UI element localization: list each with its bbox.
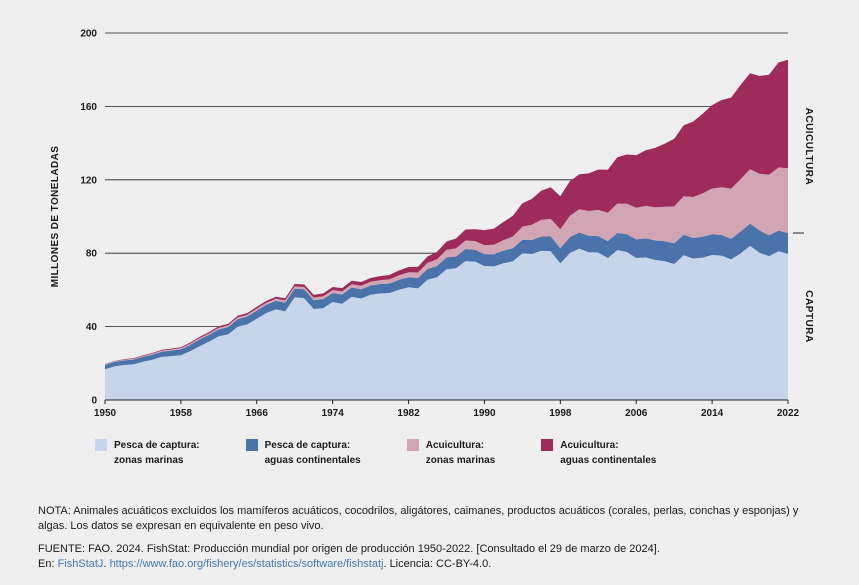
x-tick-label: 1958: [170, 408, 193, 419]
series-area-2: [105, 167, 788, 365]
x-tick-label: 1966: [246, 408, 269, 419]
legend-swatch-capture-inland: [245, 439, 258, 451]
x-tick-label: 2014: [701, 408, 724, 419]
fishstatj-link[interactable]: FishStatJ: [57, 558, 104, 571]
source-text: FUENTE: FAO. 2024. FishStat: Producción …: [38, 542, 660, 555]
legend-label: Pesca de captura:: [264, 440, 351, 451]
x-tick-label: 1998: [549, 408, 572, 419]
figure-notes: NOTA: Animales acuáticos excluidos los m…: [38, 504, 817, 573]
legend-item-aquaculture-marine: Acuicultura: zonas marinas: [406, 438, 496, 468]
legend-swatch-aquaculture-inland: [541, 439, 554, 451]
chart-legend: Pesca de captura: zonas marinas Pesca de…: [95, 438, 859, 468]
right-label-capture: CAPTURA: [803, 290, 814, 342]
series-area-0: [105, 245, 788, 400]
link-separator: .: [103, 558, 110, 571]
x-tick-label: 1990: [473, 408, 496, 419]
y-tick-label: 200: [80, 29, 97, 40]
note-text: NOTA: Animales acuáticos excluidos los m…: [38, 505, 799, 533]
link-prefix: En:: [38, 558, 58, 571]
series-area-1: [105, 223, 788, 370]
y-tick-label: 160: [80, 102, 97, 113]
y-tick-label: 0: [91, 396, 97, 407]
legend-label: zonas marinas: [425, 455, 496, 466]
license-text: . Licencia: CC-BY-4.0.: [383, 558, 492, 571]
legend-swatch-aquaculture-marine: [406, 439, 419, 451]
x-tick-label: 1982: [397, 408, 420, 419]
y-axis-title: MILLONES DE TONELADAS: [50, 146, 61, 288]
x-tick-label: 1950: [94, 408, 117, 419]
right-label-aquaculture: ACUICULTURA: [803, 108, 814, 186]
y-tick-label: 80: [86, 249, 98, 260]
legend-label: Pesca de captura:: [114, 440, 200, 451]
link-line: En: FishStatJ. https://www.fao.org/fishe…: [38, 557, 817, 572]
legend-label: Acuicultura:: [425, 440, 485, 451]
legend-label: aguas continentales: [560, 455, 657, 466]
legend-item-aquaculture-inland: Acuicultura: aguas continentales: [541, 438, 656, 468]
x-tick-label: 1974: [322, 408, 345, 419]
legend-item-capture-marine: Pesca de captura: zonas marinas: [95, 438, 200, 468]
fishstatj-url-link[interactable]: https://www.fao.org/fishery/es/statistic…: [109, 558, 384, 571]
stacked-area-chart: 1950 1958 1966 1974 1982 1990 1998 2006 2014 2022…: [50, 29, 814, 420]
legend-swatch-capture-marine: [95, 439, 107, 451]
legend-label: aguas continentales: [264, 455, 361, 466]
y-tick-label: 120: [80, 175, 97, 186]
x-tick-label: 2022: [777, 408, 800, 419]
y-tick-label: 40: [86, 322, 98, 333]
x-tick-label: 2006: [625, 408, 648, 419]
legend-label: Acuicultura:: [560, 440, 619, 451]
legend-label: zonas marinas: [114, 455, 184, 466]
legend-item-capture-inland: Pesca de captura: aguas continentales: [245, 438, 361, 468]
